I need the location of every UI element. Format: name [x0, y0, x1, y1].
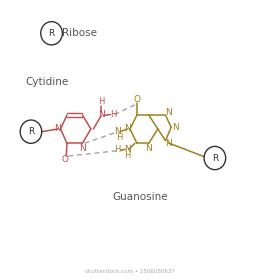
Text: N: N: [124, 124, 131, 133]
Text: N: N: [79, 144, 86, 153]
Text: H: H: [114, 146, 121, 155]
Text: shutterstock.com • 2506080637: shutterstock.com • 2506080637: [85, 269, 175, 274]
Text: N: N: [98, 110, 105, 119]
Text: Guanosine: Guanosine: [112, 192, 168, 202]
Text: N: N: [165, 108, 171, 117]
Text: O: O: [133, 95, 140, 104]
Text: N: N: [115, 127, 121, 136]
Text: H: H: [110, 110, 116, 119]
Text: Cytidine: Cytidine: [26, 77, 69, 87]
Text: N: N: [54, 124, 61, 133]
Text: R: R: [212, 153, 218, 162]
Text: R: R: [48, 29, 55, 38]
Text: R: R: [28, 127, 34, 136]
Text: O: O: [61, 155, 68, 164]
Text: Ribose: Ribose: [62, 28, 97, 38]
Text: H: H: [116, 133, 122, 142]
Text: H: H: [98, 97, 104, 106]
Text: N: N: [124, 145, 131, 154]
Text: N: N: [145, 144, 152, 153]
Text: H: H: [125, 151, 131, 160]
Text: N: N: [165, 139, 171, 148]
Text: N: N: [172, 123, 179, 132]
